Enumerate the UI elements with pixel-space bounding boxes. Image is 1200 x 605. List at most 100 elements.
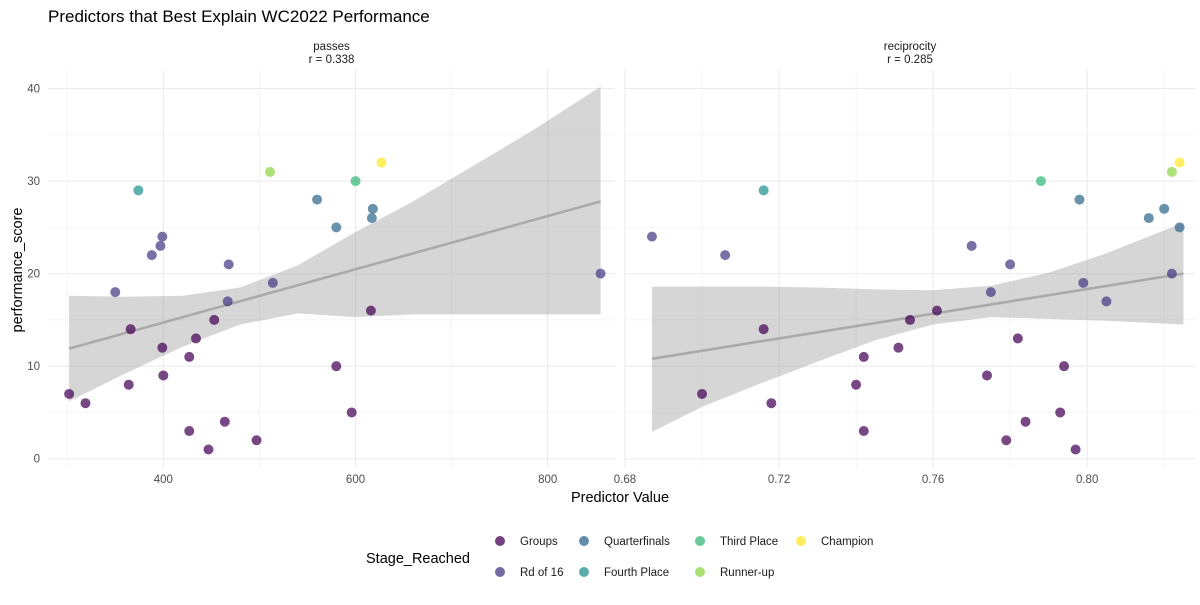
data-point (251, 435, 262, 446)
data-point (1035, 176, 1046, 187)
data-point (133, 185, 144, 196)
strip-subtitle: r = 0.338 (309, 54, 355, 66)
data-point (366, 213, 377, 224)
data-point (1078, 277, 1089, 288)
legend-label: Third Place (720, 536, 778, 548)
legend-swatch (579, 567, 589, 577)
data-point (222, 296, 233, 307)
data-point (1143, 213, 1154, 224)
legend-label: Rd of 16 (520, 567, 563, 579)
data-point (367, 203, 378, 214)
regression-line (68, 200, 601, 350)
data-point (157, 342, 168, 353)
data-point (1020, 416, 1031, 427)
legend-label: Fourth Place (604, 567, 669, 579)
data-point (646, 231, 657, 242)
data-point (184, 425, 195, 436)
data-point (184, 351, 195, 362)
legend-label: Quarterfinals (604, 536, 670, 548)
data-point (1166, 268, 1177, 279)
data-point (766, 398, 777, 409)
legend-label: Champion (821, 536, 873, 548)
data-point (858, 425, 869, 436)
legend-label: Groups (520, 536, 558, 548)
data-point (1101, 296, 1112, 307)
data-point (1070, 444, 1081, 455)
strip-title: passes (313, 41, 350, 53)
regression-line (651, 272, 1184, 361)
x-tick-label: 0.68 (614, 474, 636, 486)
strip-title: reciprocity (884, 41, 937, 53)
data-point (209, 314, 220, 325)
y-tick-label: 20 (27, 269, 40, 281)
legend-swatch (495, 567, 505, 577)
data-point (146, 250, 157, 261)
data-point (893, 342, 904, 353)
data-point (155, 240, 166, 251)
confidence-band (652, 222, 1184, 432)
y-tick-label: 10 (27, 361, 40, 373)
data-point (758, 185, 769, 196)
data-point (365, 305, 376, 316)
data-point (64, 388, 75, 399)
data-point (123, 379, 134, 390)
data-point (203, 444, 214, 455)
x-tick-label: 400 (154, 474, 173, 486)
data-point (931, 305, 942, 316)
x-tick-label: 600 (346, 474, 365, 486)
legend-swatch (695, 536, 705, 546)
x-tick-label: 0.76 (922, 474, 944, 486)
data-point (1059, 361, 1070, 372)
strip-subtitle: r = 0.285 (887, 54, 933, 66)
data-point (1055, 407, 1066, 418)
data-point (264, 166, 275, 177)
x-tick-label: 800 (538, 474, 557, 486)
data-point (758, 324, 769, 335)
data-point (858, 351, 869, 362)
legend-swatch (495, 536, 505, 546)
data-point (697, 388, 708, 399)
data-point (1001, 435, 1012, 446)
legend-title: Stage_Reached (366, 551, 470, 567)
data-point (1005, 259, 1016, 270)
data-point (331, 361, 342, 372)
y-axis-label: performance_score (10, 208, 26, 333)
data-point (80, 398, 91, 409)
data-point (985, 287, 996, 298)
data-point (350, 176, 361, 187)
legend-label: Runner-up (720, 567, 774, 579)
data-point (346, 407, 357, 418)
data-point (595, 268, 606, 279)
data-point (219, 416, 230, 427)
y-tick-label: 30 (27, 176, 40, 188)
data-point (190, 333, 201, 344)
data-point (267, 277, 278, 288)
data-point (1012, 333, 1023, 344)
x-tick-label: 0.72 (768, 474, 790, 486)
data-point (1174, 222, 1185, 233)
legend-swatch (695, 567, 705, 577)
y-tick-label: 40 (27, 84, 40, 96)
data-point (1174, 157, 1185, 168)
legend-swatch (796, 536, 806, 546)
data-point (331, 222, 342, 233)
legend-swatch (579, 536, 589, 546)
legend: Stage_Reached Groups Rd of 16 Quarterfinal… (366, 536, 873, 579)
data-point (312, 194, 323, 205)
x-axis-label: Predictor Value (571, 490, 669, 506)
data-point (720, 250, 731, 261)
data-point (982, 370, 993, 381)
data-point (851, 379, 862, 390)
chart-title: Predictors that Best Explain WC2022 Perf… (48, 7, 430, 26)
data-point (966, 240, 977, 251)
data-point (223, 259, 234, 270)
data-point (157, 231, 168, 242)
data-point (905, 314, 915, 325)
data-point (125, 324, 136, 335)
confidence-band (69, 86, 601, 402)
